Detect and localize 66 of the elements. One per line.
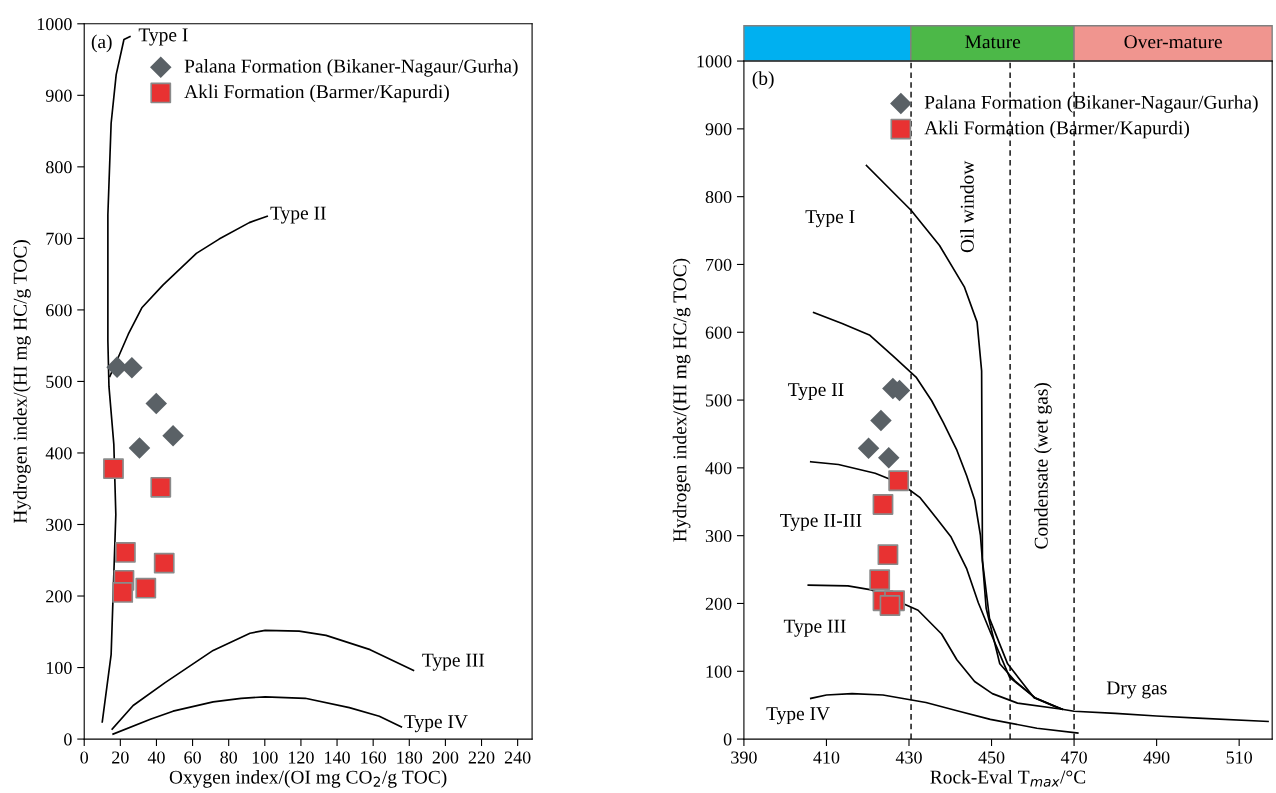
x-axis-title: Oxygen index/(OI mg CO$_{2}$/g TOC) [169,770,447,788]
y-tick-label: 400 [45,447,72,460]
y-tick-label: 200 [46,590,72,603]
y-tick-label: 300 [46,518,72,531]
annotation: Condensate (wet gas) [1034,383,1052,549]
x-tick-label: 240 [504,751,531,764]
annotation: (a) [91,34,112,53]
y-tick-label: 200 [705,597,732,610]
x-tick-label: 120 [288,751,314,764]
annotation: Oil window [960,160,974,253]
x-tick-label: 470 [1060,751,1087,764]
x-tick-label: 450 [978,751,1005,764]
annotation: Type II [788,383,844,401]
x-tick-label: 430 [895,751,922,764]
y-tick-label: 600 [46,304,72,317]
legend-label: Akli Formation (Barmer/Kapurdi) [184,84,449,103]
annotation: Type III [422,653,485,671]
x-axis-title: Rock-Eval T$_{max}$/°C [930,769,1086,787]
y-tick-label: 700 [46,232,72,245]
x-tick-label: 40 [147,751,165,764]
annotation: Type IV [766,707,830,725]
y-tick-label: 100 [706,665,732,678]
x-tick-label: 80 [220,751,238,764]
x-tick-label: 390 [731,751,757,764]
y-tick-label: 100 [46,661,72,674]
y-tick-label: 600 [705,326,732,339]
y-tick-label: 1000 [37,18,72,31]
y-tick-label: 500 [706,394,732,407]
y-tick-label: 1000 [697,55,732,68]
annotation: Type I [805,210,855,228]
annotation: Type I [138,28,188,46]
annotation: Type III [783,619,846,637]
x-tick-label: 180 [397,751,423,764]
x-tick-label: 490 [1143,751,1170,764]
legend-label: Palana Formation (Bikaner-Nagaur/Gurha) [184,58,518,77]
x-tick-label: 60 [184,751,201,764]
y-tick-label: 900 [705,123,732,136]
x-tick-label: 410 [813,751,840,764]
y-tick-label: 800 [46,161,72,174]
x-tick-label: 220 [468,751,495,764]
text: Over-mature [1124,35,1222,49]
x-tick-label: 20 [112,751,129,764]
annotation: Type IV [404,715,468,733]
y-tick-label: 500 [46,375,72,388]
y-tick-label: 0 [64,733,72,746]
y-axis-title: Hydrogen index/(HI mg HC/g TOC) [13,240,31,524]
legend-label: Palana Formation (Bikaner-Nagaur/Gurha) [924,95,1258,113]
annotation: Dry gas [1106,681,1167,699]
annotation: Type II [270,206,326,224]
x-tick-label: 0 [80,751,89,764]
x-tick-label: 200 [432,751,459,764]
y-tick-label: 400 [705,462,732,475]
y-axis-title: Hydrogen index/(HI mg HC/g TOC) [672,258,691,542]
y-tick-label: 300 [705,529,732,543]
annotation: (b) [752,71,774,89]
annotation: Type II-III [780,514,862,531]
legend-label: Akli Formation (Barmer/Kapurdi) [924,120,1190,139]
y-tick-label: 700 [706,258,732,271]
x-tick-label: 140 [325,751,350,764]
y-tick-label: 0 [723,733,732,746]
x-tick-label: 510 [1226,751,1253,764]
y-tick-label: 900 [45,89,72,102]
x-tick-label: 160 [361,751,387,764]
y-tick-label: 800 [705,190,732,204]
x-tick-label: 100 [252,751,278,764]
text: Mature [965,35,1021,49]
